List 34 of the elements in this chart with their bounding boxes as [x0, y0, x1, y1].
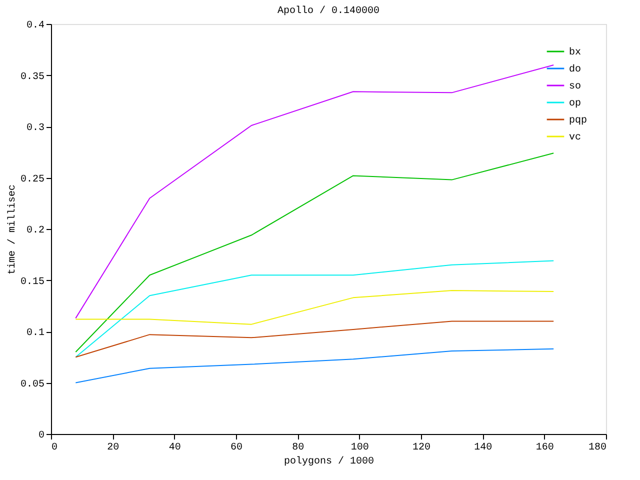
y-tick-label: 0.2: [26, 226, 44, 236]
x-tick-label: 40: [168, 442, 181, 454]
line-series: [75, 64, 554, 319]
legend-label: op: [569, 98, 582, 110]
legend-label: vc: [569, 132, 582, 144]
x-tick-label: 100: [350, 442, 369, 454]
x-tick-label: 80: [292, 442, 304, 454]
line-series: [75, 320, 554, 358]
legend-label: pqp: [569, 116, 588, 126]
x-tick-label: 60: [230, 442, 243, 454]
y-tick-label: 0.05: [20, 379, 44, 390]
y-tick-label: 0.25: [20, 174, 44, 186]
x-tick-label: 120: [412, 442, 431, 454]
y-tick-label: 0.35: [20, 72, 44, 83]
x-axis-title: polygons / 1000: [284, 456, 374, 468]
line-series: [75, 348, 554, 384]
line-series: [75, 290, 554, 325]
line-series: [75, 152, 554, 352]
y-axis-title: time / millisec: [6, 184, 18, 275]
legend-label: bx: [569, 46, 582, 58]
y-tick-label: 0: [38, 430, 44, 442]
chart-title: Apollo / 0.140000: [277, 5, 380, 17]
y-tick-label: 0.4: [26, 20, 44, 32]
y-tick-label: 0.3: [26, 123, 44, 134]
x-tick-label: 180: [588, 442, 606, 454]
x-tick-label: 20: [107, 442, 120, 454]
x-tick-label: 0: [52, 442, 58, 454]
legend-label: do: [569, 64, 582, 76]
x-tick-label: 140: [474, 442, 492, 454]
y-tick-label: 0.15: [20, 276, 44, 288]
x-tick-label: 160: [536, 442, 554, 454]
legend-label: so: [569, 82, 582, 92]
y-tick-label: 0.1: [26, 328, 44, 339]
line-series: [75, 260, 554, 358]
